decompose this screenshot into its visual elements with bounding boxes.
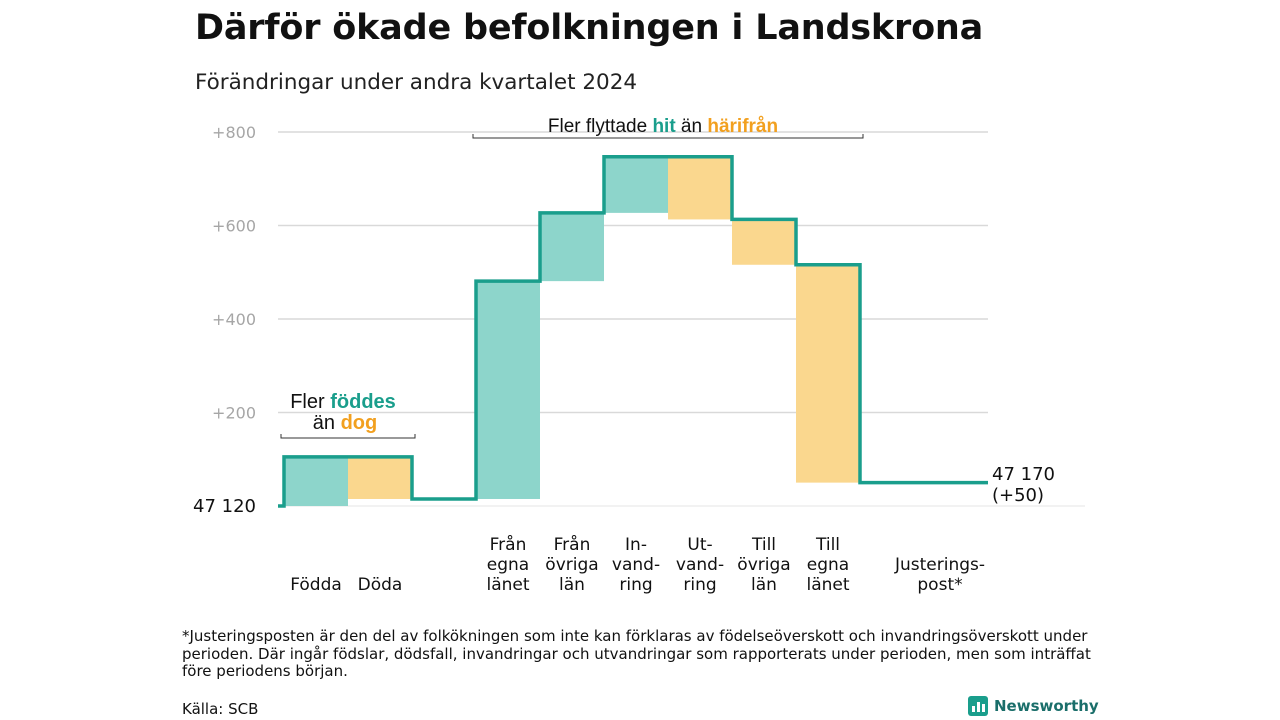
category-label: Justerings- [894,555,985,575]
births-bracket [280,434,416,439]
births-annotation-line2: än dog [313,412,377,434]
category-label: Från [554,534,591,555]
category-label: länet [486,575,529,595]
y-tick-label: +600 [212,217,256,236]
category-label: egna [487,555,529,575]
category-label: Döda [358,575,403,595]
y-tick-label: +200 [212,404,256,423]
start-value-label: 47 120 [193,496,256,517]
category-label: Från [490,534,527,555]
category-label: egna [807,555,849,575]
chart-subtitle: Förändringar under andra kvartalet 2024 [195,70,638,95]
category-label: ring [683,575,716,595]
waterfall-bar [540,212,604,282]
migration-annotation: Fler flyttade hit än härifrån [548,116,778,137]
end-value-label: (+50) [992,485,1044,506]
waterfall-bar [476,281,540,499]
brand-logo: Newsworthy [968,696,1099,716]
waterfall-bar [604,156,668,213]
category-label: vand- [676,555,724,575]
migration-bracket [472,134,864,139]
category-label: vand- [612,555,660,575]
category-label: ring [619,575,652,595]
category-label: Ut- [687,535,712,555]
waterfall-bar [284,456,348,506]
births-annotation-line1: Fler föddes [290,391,396,413]
category-label: länet [806,575,849,595]
source-label: Källa: SCB [182,700,259,718]
waterfall-bar [796,264,860,483]
brand-name: Newsworthy [994,697,1099,715]
waterfall-bar [348,456,412,499]
category-label: övriga [545,555,598,575]
waterfall-bar [668,156,732,220]
newsworthy-icon [968,696,988,716]
category-label: län [751,575,777,595]
y-tick-label: +400 [212,310,256,329]
category-label: Till [751,535,776,555]
y-tick-label: +800 [212,123,256,142]
category-label: Till [815,535,840,555]
category-label: Födda [290,575,342,595]
cumulative-step-line [278,155,988,508]
footnote: *Justeringsposten är den del av folkökni… [182,627,1091,680]
end-value-label: 47 170 [992,464,1055,485]
category-label: övriga [737,555,790,575]
category-label: län [559,575,585,595]
category-label: post* [917,575,962,595]
category-label: In- [625,535,647,555]
chart-title: Därför ökade befolkningen i Landskrona [195,8,984,48]
waterfall-bar [732,219,796,265]
